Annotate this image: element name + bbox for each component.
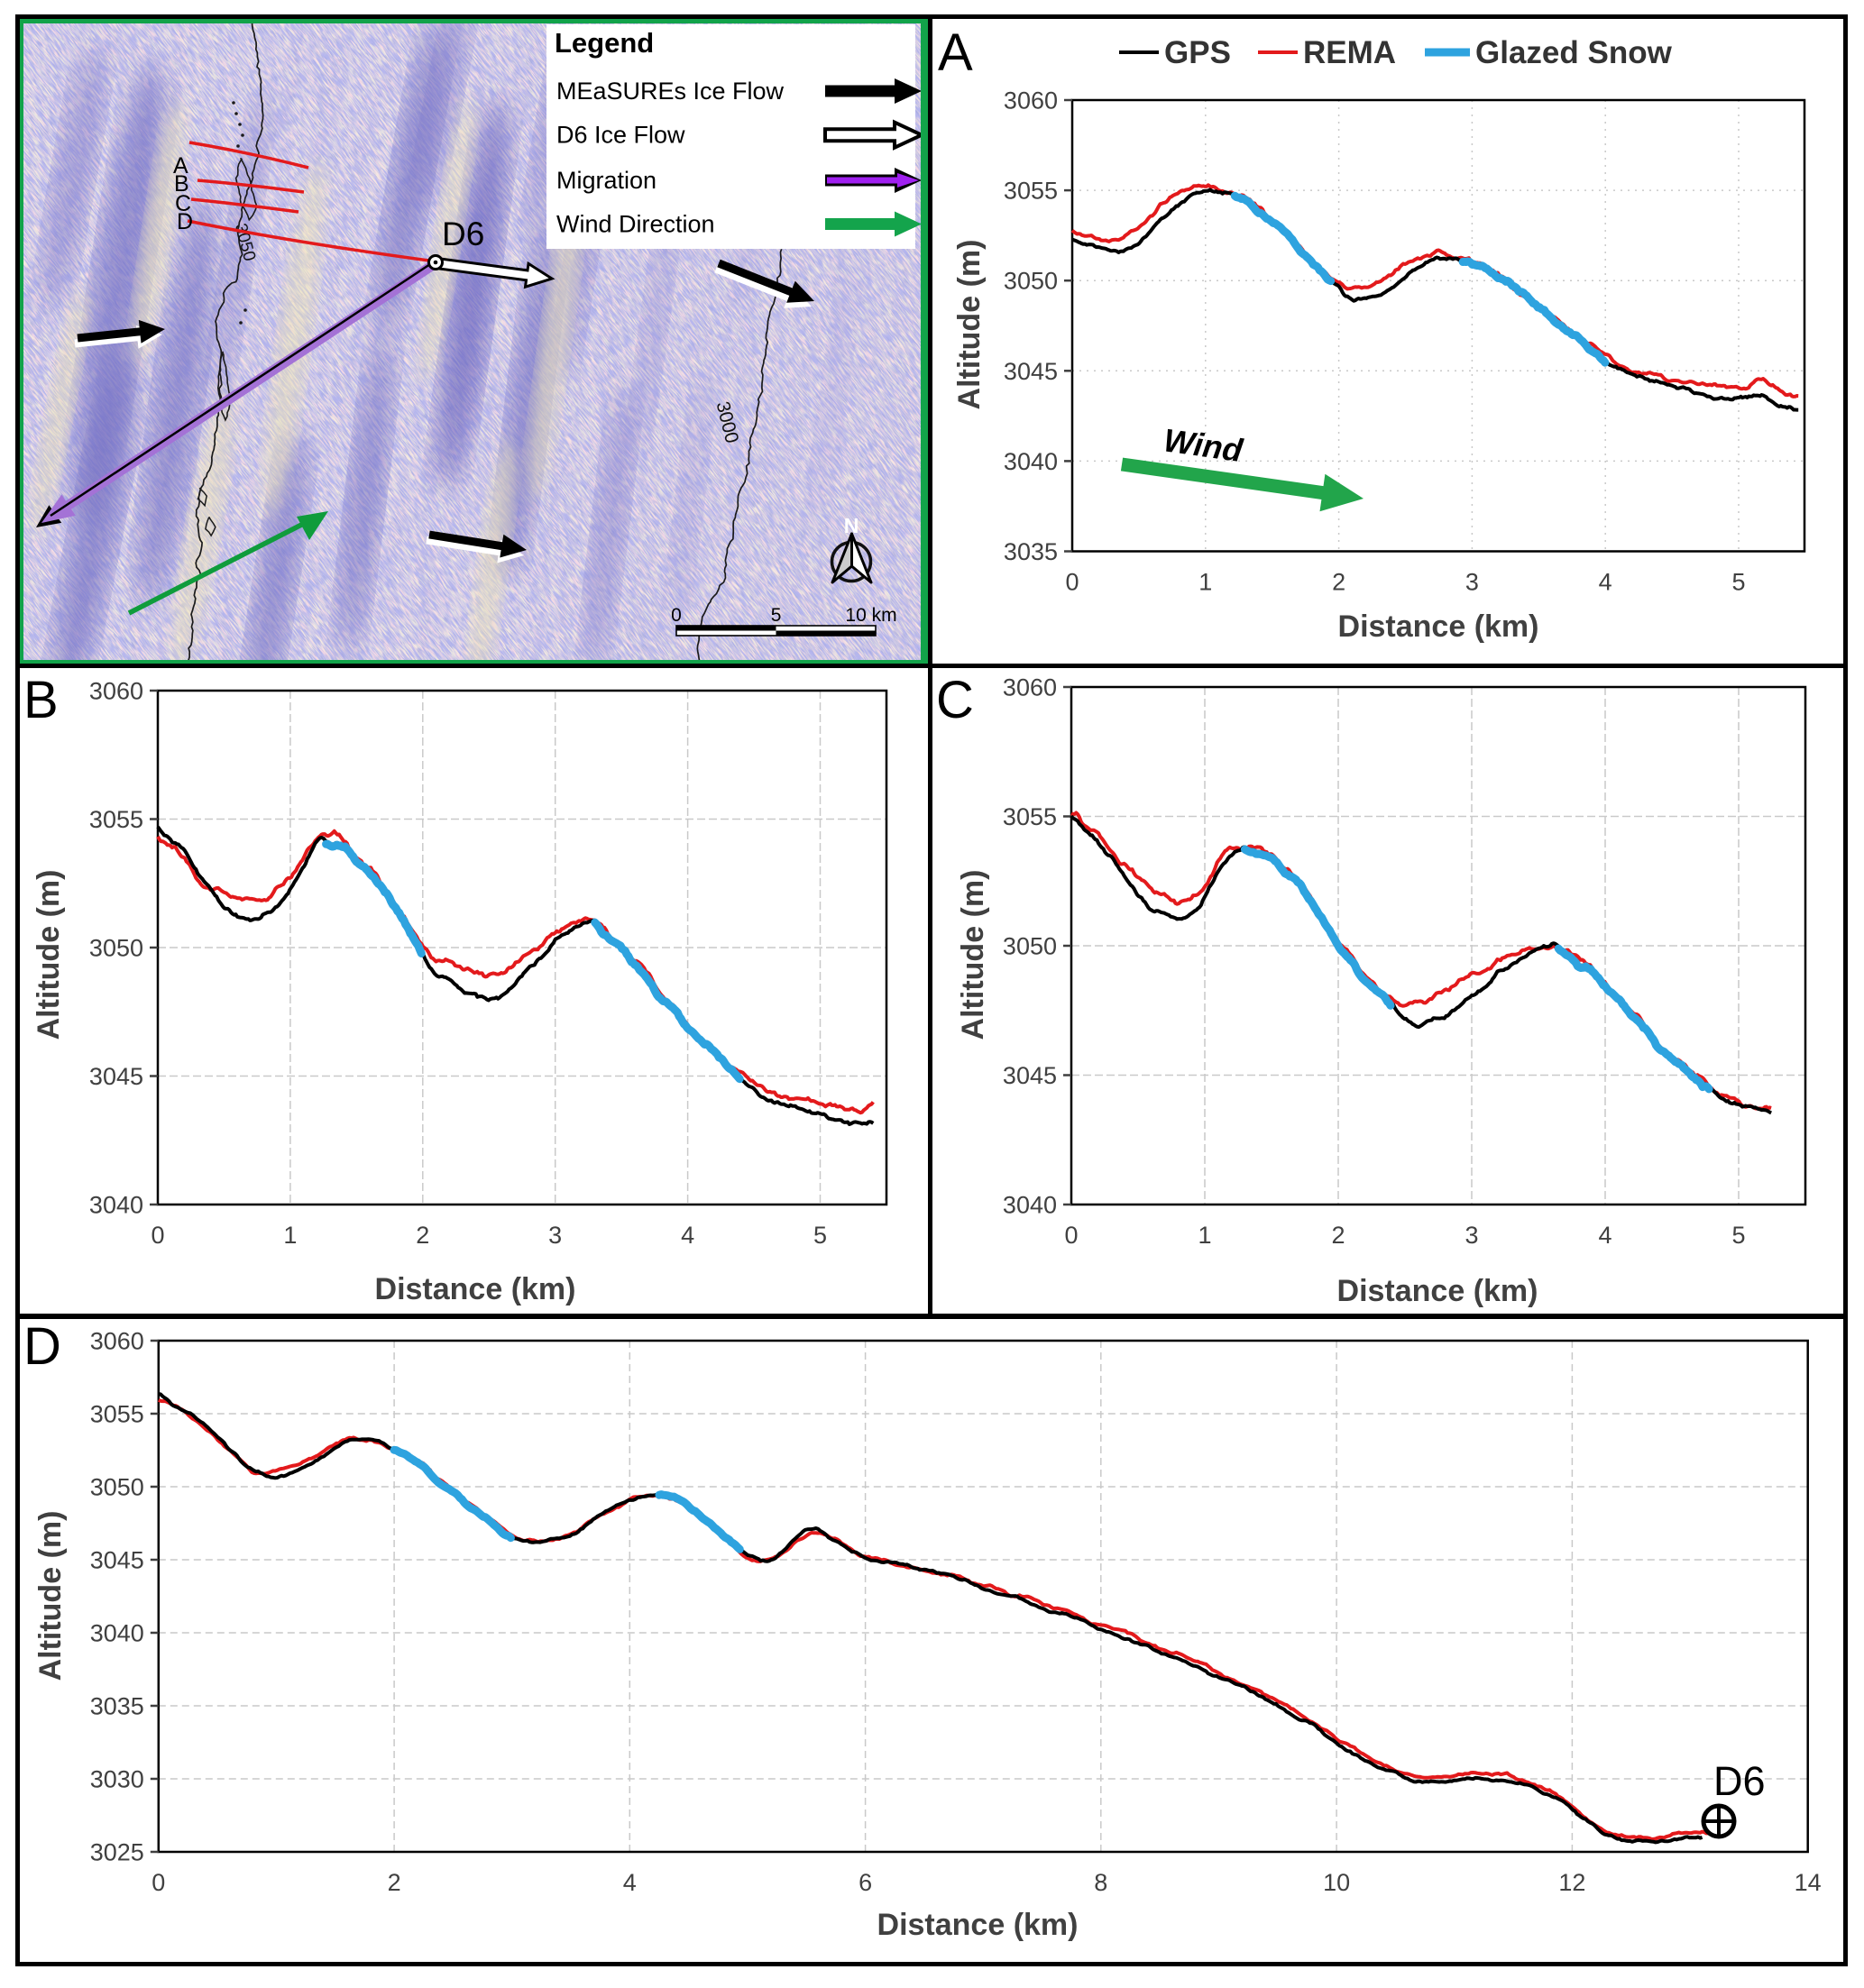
svg-text:2: 2 [1332,569,1345,596]
svg-text:10: 10 [1323,1869,1350,1896]
svg-text:3050: 3050 [1003,933,1057,960]
svg-text:3060: 3060 [90,1328,144,1355]
svg-text:C: C [936,671,974,729]
svg-text:0: 0 [152,1869,165,1896]
svg-text:C: C [175,191,191,216]
svg-text:3045: 3045 [90,1547,144,1574]
svg-text:D6 Ice Flow: D6 Ice Flow [556,122,685,149]
svg-text:3: 3 [1465,569,1479,596]
svg-text:3050: 3050 [90,1474,144,1501]
svg-text:3045: 3045 [89,1063,143,1090]
svg-text:3055: 3055 [89,806,143,833]
svg-text:Glazed Snow: Glazed Snow [1475,35,1673,70]
svg-text:Altitude (m): Altitude (m) [952,240,987,410]
svg-text:Altitude (m): Altitude (m) [33,1511,68,1681]
svg-text:Legend: Legend [555,27,654,59]
svg-text:REMA: REMA [1303,35,1396,70]
svg-text:3050: 3050 [1004,268,1058,295]
svg-text:2: 2 [416,1222,429,1249]
svg-text:3045: 3045 [1004,358,1058,385]
svg-text:B: B [23,671,59,729]
svg-text:Altitude (m): Altitude (m) [956,870,990,1040]
svg-text:3040: 3040 [89,1192,143,1219]
svg-text:8: 8 [1094,1869,1107,1896]
svg-text:4: 4 [1599,569,1612,596]
svg-text:3055: 3055 [1003,803,1057,830]
svg-text:12: 12 [1558,1869,1585,1896]
svg-text:B: B [174,171,189,197]
svg-text:N: N [844,514,859,537]
svg-text:Altitude (m): Altitude (m) [32,870,66,1040]
svg-text:Distance (km): Distance (km) [1337,1274,1538,1308]
svg-text:D: D [177,209,193,234]
svg-text:6: 6 [859,1869,872,1896]
svg-text:3030: 3030 [90,1766,144,1793]
svg-text:Distance (km): Distance (km) [1338,609,1539,644]
svg-text:Migration: Migration [556,167,657,194]
svg-text:Distance (km): Distance (km) [877,1908,1079,1942]
svg-text:4: 4 [681,1222,694,1249]
svg-text:A: A [938,23,973,82]
svg-text:3035: 3035 [1004,538,1058,565]
svg-text:3: 3 [1465,1222,1478,1249]
svg-text:A: A [173,153,188,179]
svg-text:3040: 3040 [1004,448,1058,475]
svg-text:14: 14 [1795,1869,1822,1896]
svg-text:5: 5 [1731,1222,1745,1249]
svg-text:D6: D6 [442,215,484,252]
svg-text:3055: 3055 [90,1401,144,1428]
svg-text:3: 3 [548,1222,562,1249]
svg-text:5: 5 [813,1222,827,1249]
svg-text:0: 0 [1065,569,1079,596]
svg-text:D6: D6 [1713,1758,1766,1804]
svg-text:3055: 3055 [1004,178,1058,205]
svg-text:1: 1 [1198,569,1212,596]
svg-text:4: 4 [1598,1222,1611,1249]
svg-text:D: D [23,1317,61,1376]
svg-text:0: 0 [151,1222,164,1249]
svg-text:Wind Direction: Wind Direction [556,211,715,238]
svg-text:3060: 3060 [89,678,143,705]
svg-text:3035: 3035 [90,1693,144,1720]
svg-text:3060: 3060 [1004,87,1058,115]
svg-text:3040: 3040 [1003,1192,1057,1219]
svg-text:MEaSUREs Ice Flow: MEaSUREs Ice Flow [556,78,785,105]
svg-text:3060: 3060 [1003,674,1057,701]
svg-text:0: 0 [1064,1222,1078,1249]
svg-text:3025: 3025 [90,1838,144,1865]
svg-text:2: 2 [388,1869,401,1896]
svg-text:3045: 3045 [1003,1062,1057,1089]
svg-text:Distance (km): Distance (km) [375,1272,576,1306]
svg-text:0: 0 [671,605,682,626]
svg-text:1: 1 [1198,1222,1211,1249]
svg-text:GPS: GPS [1164,35,1231,70]
svg-text:4: 4 [623,1869,637,1896]
svg-text:5: 5 [771,605,782,626]
svg-text:10 km: 10 km [845,605,896,626]
svg-text:1: 1 [283,1222,297,1249]
svg-text:3040: 3040 [90,1620,144,1647]
svg-text:3050: 3050 [89,935,143,962]
svg-text:5: 5 [1731,569,1745,596]
svg-text:2: 2 [1331,1222,1345,1249]
